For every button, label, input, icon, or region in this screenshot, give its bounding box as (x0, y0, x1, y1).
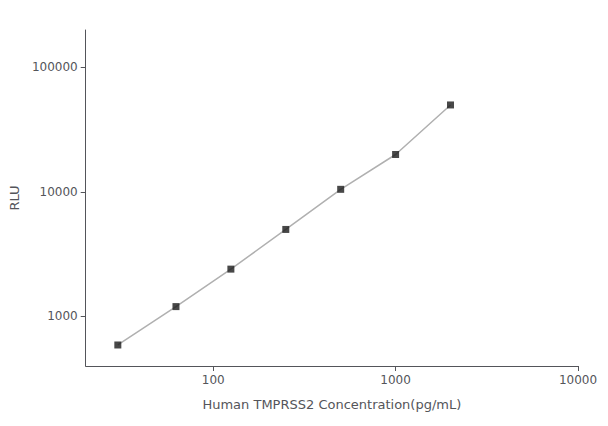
svg-text:Human TMPRSS2 Concentration(pg: Human TMPRSS2 Concentration(pg/mL) (202, 397, 461, 412)
svg-text:100000: 100000 (32, 60, 78, 74)
svg-text:100: 100 (202, 373, 225, 387)
svg-text:10000: 10000 (559, 373, 597, 387)
svg-text:RLU: RLU (7, 185, 22, 210)
svg-text:1000: 1000 (380, 373, 411, 387)
svg-text:1000: 1000 (47, 309, 78, 323)
svg-text:10000: 10000 (40, 185, 78, 199)
